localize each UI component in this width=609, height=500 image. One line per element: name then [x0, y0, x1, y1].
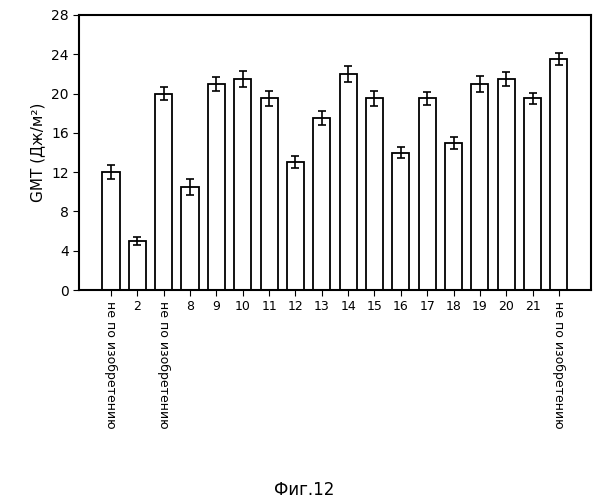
Bar [155, 94, 172, 290]
Bar [102, 172, 119, 290]
Bar [471, 84, 488, 290]
Text: Фиг.12: Фиг.12 [274, 481, 335, 499]
Text: не по изобретению: не по изобретению [552, 301, 565, 428]
Bar [128, 241, 146, 290]
Bar [445, 142, 462, 290]
Bar [181, 187, 199, 290]
Bar [366, 98, 383, 290]
Bar [524, 98, 541, 290]
Bar [234, 79, 252, 290]
Y-axis label: GMT (Дж/м²): GMT (Дж/м²) [30, 103, 46, 202]
Bar [551, 59, 568, 290]
Bar [261, 98, 278, 290]
Bar [340, 74, 357, 290]
Bar [313, 118, 330, 290]
Text: не по изобретению: не по изобретению [105, 301, 118, 428]
Text: не по изобретению: не по изобретению [157, 301, 171, 428]
Bar [392, 152, 409, 290]
Bar [208, 84, 225, 290]
Bar [287, 162, 304, 290]
Bar [418, 98, 435, 290]
Bar [498, 79, 515, 290]
